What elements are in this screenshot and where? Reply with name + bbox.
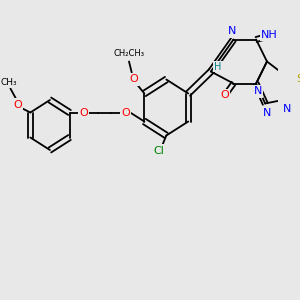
Text: CH₂CH₃: CH₂CH₃ <box>113 49 145 58</box>
Text: O: O <box>129 74 138 85</box>
Text: N: N <box>227 26 236 37</box>
Text: N: N <box>263 107 271 118</box>
Text: O: O <box>80 107 88 118</box>
Text: O: O <box>121 107 130 118</box>
Text: H: H <box>214 61 222 71</box>
Text: CH₃: CH₃ <box>0 78 17 87</box>
Text: N: N <box>254 86 262 97</box>
Text: NH: NH <box>261 29 278 40</box>
Text: O: O <box>13 100 22 110</box>
Text: S: S <box>296 74 300 85</box>
Text: O: O <box>220 91 229 100</box>
Text: Cl: Cl <box>154 146 164 155</box>
Text: N: N <box>283 103 291 113</box>
